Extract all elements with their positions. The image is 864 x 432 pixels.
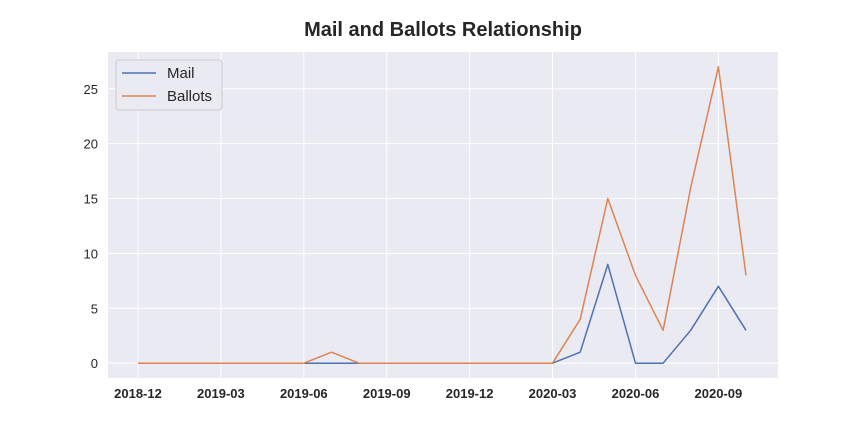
x-axis: 2018-12 2019-03 2019-06 2019-09 2019-12 2020-… [114, 386, 742, 401]
x-tick-label: 2020-06 [612, 386, 660, 401]
legend-label-mail: Mail [167, 65, 195, 82]
x-tick-label: 2019-12 [446, 386, 494, 401]
x-tick-label: 2019-09 [363, 386, 411, 401]
y-tick-label: 10 [84, 246, 98, 261]
x-tick-label: 2018-12 [114, 386, 162, 401]
x-tick-label: 2020-09 [695, 386, 743, 401]
y-tick-label: 25 [84, 82, 98, 97]
y-tick-label: 5 [91, 301, 98, 316]
legend: Mail Ballots [115, 59, 223, 111]
x-tick-label: 2019-06 [280, 386, 328, 401]
series-line-ballots [138, 66, 747, 364]
legend-label-ballots: Ballots [167, 88, 212, 105]
y-axis: 0 5 10 15 20 25 [84, 82, 98, 371]
y-tick-label: 20 [84, 137, 98, 152]
series-lines [138, 66, 747, 364]
x-tick-label: 2019-03 [197, 386, 245, 401]
y-tick-label: 15 [84, 192, 98, 207]
x-tick-label: 2020-03 [529, 386, 577, 401]
chart-title: Mail and Ballots Relationship [304, 19, 582, 41]
y-tick-label: 0 [91, 356, 98, 371]
